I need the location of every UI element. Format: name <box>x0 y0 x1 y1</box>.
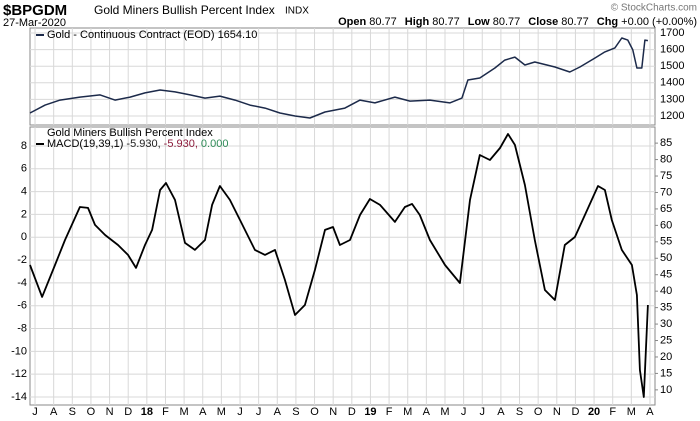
x-tick-label: A <box>497 406 505 418</box>
x-tick-label: N <box>106 406 114 418</box>
x-tick-label: 20 <box>588 406 600 418</box>
x-tick-label: J <box>461 406 467 418</box>
y-tick-label: -14 <box>11 391 27 403</box>
x-tick-label: J <box>32 406 38 418</box>
y2-tick-label: 15 <box>660 367 672 379</box>
x-tick-label: D <box>571 406 579 418</box>
quote-label: High <box>405 16 430 28</box>
quote-value: 80.77 <box>561 16 589 28</box>
x-tick-label: M <box>217 406 226 418</box>
name: Gold Miners Bullish Percent Index <box>94 3 275 17</box>
x-tick-label: J <box>237 406 243 418</box>
legend-name: MACD(19,39,1) <box>47 138 123 150</box>
x-tick-label: F <box>386 406 393 418</box>
y-tick-label: 0 <box>21 231 27 243</box>
quote-label: Close <box>528 16 558 28</box>
y2-tick-label: 35 <box>660 302 672 314</box>
y2-tick-label: 20 <box>660 351 672 363</box>
legend-value: 0.000 <box>201 138 229 150</box>
y2-tick-label: 75 <box>660 170 672 182</box>
symbol: $BPGDM <box>3 2 67 19</box>
y2-tick-label: 30 <box>660 318 672 330</box>
quote-value: 80.77 <box>369 16 397 28</box>
y2-tick-label: 85 <box>660 137 672 149</box>
x-tick-label: O <box>534 406 543 418</box>
y2-tick-label: 80 <box>660 153 672 165</box>
x-tick-label: N <box>329 406 337 418</box>
y2-tick-label: 60 <box>660 219 672 231</box>
x-tick-label: N <box>553 406 561 418</box>
legend-value: -5.930, <box>164 138 198 150</box>
date: 27-Mar-2020 <box>3 17 66 29</box>
y-tick-label: -10 <box>11 345 27 357</box>
x-tick-label: D <box>348 406 356 418</box>
data-line <box>29 37 649 119</box>
y-tick-label: -6 <box>17 300 27 312</box>
quote: Open 80.77 High 80.77 Low 80.77 Close 80.77 Chg +… <box>338 16 697 28</box>
y-tick-label: -12 <box>11 368 27 380</box>
x-tick-label: S <box>516 406 523 418</box>
y-tick-label: -2 <box>17 254 27 266</box>
x-tick-label: M <box>403 406 412 418</box>
quote-label: Open <box>338 16 366 28</box>
y-tick-label: 1700 <box>660 27 684 39</box>
quote-label: Chg <box>597 16 618 28</box>
y-tick-label: 1200 <box>660 110 684 122</box>
legend-text: Gold - Continuous Contract (EOD) 1654.10 <box>47 29 257 41</box>
x-tick-label: A <box>423 406 431 418</box>
y-tick-label: 1300 <box>660 93 684 105</box>
exchange: INDX <box>285 6 309 17</box>
y-tick-label: -8 <box>17 322 27 334</box>
x-tick-label: M <box>180 406 189 418</box>
x-tick-label: M <box>440 406 449 418</box>
x-tick-label: A <box>199 406 207 418</box>
y-tick-label: 6 <box>21 163 27 175</box>
y-tick-label: 2 <box>21 208 27 220</box>
y-tick-label: 1600 <box>660 43 684 55</box>
y2-tick-label: 25 <box>660 334 672 346</box>
x-tick-label: A <box>646 406 654 418</box>
x-tick-label: F <box>609 406 616 418</box>
y2-tick-label: 10 <box>660 384 672 396</box>
quote-value: 80.77 <box>493 16 521 28</box>
copyright: © StockCharts.com <box>611 3 697 14</box>
y2-tick-label: 40 <box>660 285 672 297</box>
data-line <box>29 133 649 398</box>
x-tick-label: O <box>310 406 319 418</box>
y-tick-label: 8 <box>21 140 27 152</box>
x-tick-label: O <box>87 406 96 418</box>
y-tick-label: 1400 <box>660 77 684 89</box>
legend-value: -5.930, <box>126 138 160 150</box>
y2-tick-label: 55 <box>660 236 672 248</box>
x-tick-label: 18 <box>141 406 153 418</box>
chart-title: Gold Miners Bullish Percent Index <box>47 127 213 139</box>
x-tick-label: S <box>69 406 76 418</box>
y2-tick-label: 50 <box>660 252 672 264</box>
y-tick-label: 4 <box>21 185 27 197</box>
quote-value: 80.77 <box>432 16 460 28</box>
x-tick-label: A <box>274 406 282 418</box>
y2-tick-label: 65 <box>660 203 672 215</box>
quote-value: +0.00 (+0.00%) <box>621 16 697 28</box>
top-frame <box>29 27 656 126</box>
y2-tick-label: 70 <box>660 186 672 198</box>
x-tick-label: F <box>162 406 169 418</box>
y-tick-label: 1500 <box>660 60 684 72</box>
x-tick-label: D <box>124 406 132 418</box>
y-tick-label: -4 <box>17 277 27 289</box>
x-tick-label: 19 <box>364 406 376 418</box>
x-tick-label: A <box>50 406 58 418</box>
x-tick-label: M <box>627 406 636 418</box>
quote-label: Low <box>468 16 490 28</box>
y2-tick-label: 45 <box>660 269 672 281</box>
x-tick-label: J <box>480 406 486 418</box>
x-tick-label: S <box>292 406 299 418</box>
legend-text: MACD(19,39,1) -5.930, -5.930, 0.000 <box>47 138 228 150</box>
x-tick-label: J <box>256 406 262 418</box>
